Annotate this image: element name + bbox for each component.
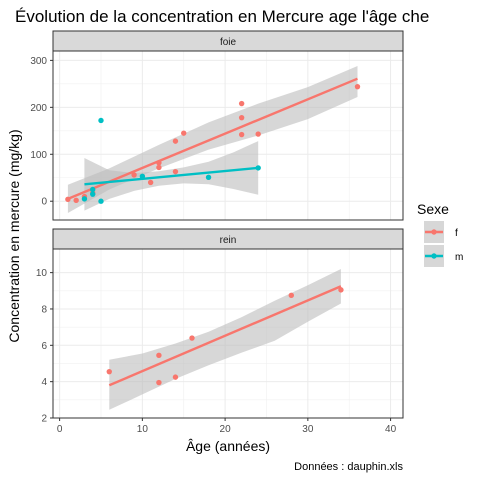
x-tick-label: 10 [137, 424, 149, 435]
legend-item-m: m [424, 245, 463, 267]
data-point-f [156, 352, 162, 359]
y-tick-label: 4 [41, 377, 47, 388]
y-tick-label: 10 [36, 268, 48, 279]
confidence-band-f [109, 269, 341, 410]
regression-line-m [84, 166, 259, 186]
legend-label: f [455, 228, 458, 239]
x-tick-label: 30 [302, 424, 314, 435]
x-axis-label: Âge (années) [186, 438, 270, 454]
data-point-m [205, 174, 212, 180]
y-axis-label: Concentration en mercure (mg/kg) [6, 129, 22, 342]
data-point-f [147, 179, 154, 186]
data-point-f [181, 130, 187, 136]
legend-key-point [431, 229, 437, 235]
data-point-f [288, 292, 294, 299]
y-tick-label: 100 [30, 150, 47, 161]
data-point-f [172, 374, 179, 380]
data-point-m [81, 196, 88, 202]
y-tick-label: 8 [41, 304, 47, 315]
y-tick-label: 0 [41, 197, 47, 208]
y-tick-label: 6 [41, 341, 47, 352]
legend-label: m [455, 252, 463, 263]
regression-line-f [67, 77, 358, 200]
data-point-f [156, 379, 162, 386]
data-point-f [156, 160, 162, 166]
legend: Sexe f m [417, 201, 463, 267]
data-point-f [172, 168, 179, 175]
y-tick-label: 300 [30, 56, 47, 67]
data-point-m [98, 198, 104, 204]
data-point-m [255, 165, 261, 171]
facet-label: rein [220, 235, 237, 246]
data-point-f [73, 197, 79, 203]
data-point-f [106, 368, 112, 375]
x-tick-label: 20 [220, 424, 232, 435]
panel-border [52, 248, 404, 419]
x-tick-label: 40 [385, 424, 397, 435]
panel-rein: rein 2 4 6 8 10 0 10 20 30 40 [36, 228, 404, 435]
chart-title: Évolution de la concentration en Mercure… [15, 7, 429, 26]
y-tick-label: 2 [41, 414, 47, 425]
data-point-m [98, 117, 104, 124]
y-tick-label: 200 [30, 103, 47, 114]
data-point-f [156, 164, 162, 171]
data-point-f [65, 196, 71, 203]
x-tick-label: 0 [57, 424, 63, 435]
data-point-f [131, 172, 137, 178]
regression-line-f [108, 285, 342, 387]
caption: Données : dauphin.xls [294, 461, 403, 473]
data-point-f [238, 114, 245, 121]
data-point-m [90, 186, 96, 193]
data-point-f [189, 335, 195, 341]
data-point-f [338, 287, 344, 293]
panel-border [52, 50, 404, 221]
data-point-f [238, 100, 245, 107]
facet-label: foie [220, 37, 237, 48]
data-point-f [255, 131, 261, 137]
data-point-f [354, 83, 361, 90]
legend-item-f: f [424, 221, 458, 243]
data-point-f [238, 131, 245, 138]
panel-foie: foie 0 100 200 300 [30, 30, 404, 221]
data-point-m [139, 173, 146, 180]
data-point-f [172, 138, 179, 144]
legend-title: Sexe [417, 201, 449, 217]
legend-key-point [431, 253, 437, 259]
data-point-m [90, 191, 96, 197]
